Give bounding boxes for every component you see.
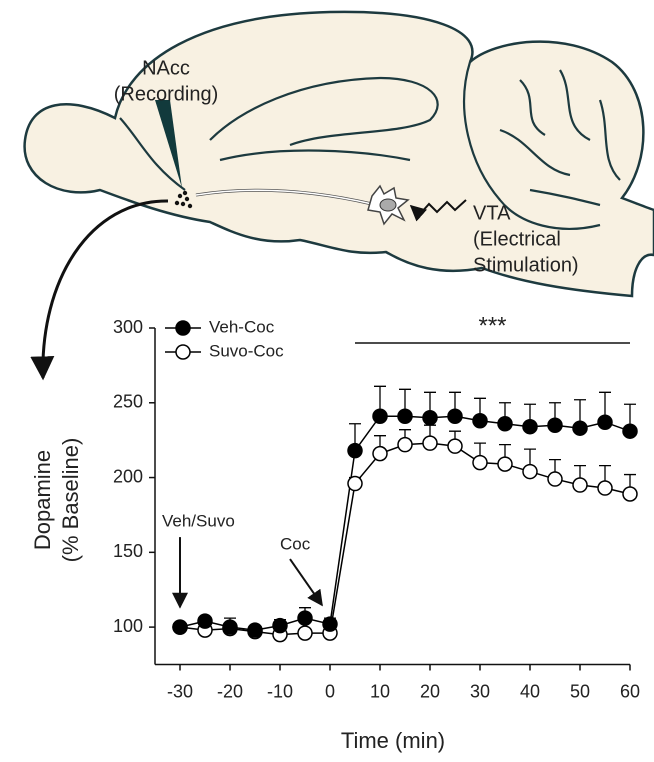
marker: [547, 417, 563, 433]
marker: [347, 442, 363, 459]
significance-label: ***: [478, 312, 506, 339]
marker: [422, 435, 438, 451]
x-tick-label: 10: [370, 681, 390, 701]
legend-marker: [175, 320, 191, 336]
marker: [247, 622, 263, 638]
legend-label: Veh-Coc: [209, 317, 275, 336]
marker: [522, 463, 538, 480]
marker: [297, 625, 313, 641]
marker: [397, 436, 413, 453]
x-tick-label: 30: [470, 681, 490, 701]
chart: Dopamine (% Baseline) Time (min): [30, 438, 445, 753]
marker: [172, 619, 188, 635]
marker: [347, 475, 363, 492]
marker: [597, 414, 613, 430]
diagram-label: VTA: [473, 202, 511, 224]
y-tick-label: 250: [113, 392, 143, 412]
brain-diagram: NAcc (Recording) VTA (Electrical Stimula…: [23, 10, 654, 381]
y-tick-label: 100: [113, 616, 143, 636]
legend-label: Suvo-Coc: [209, 341, 284, 360]
marker: [297, 610, 313, 626]
y-tick-label: 300: [113, 317, 143, 337]
marker: [522, 418, 538, 435]
marker: [597, 480, 613, 496]
marker: [447, 438, 463, 454]
marker: [497, 415, 513, 432]
marker: [322, 616, 338, 632]
diagram-label: Stimulation): [473, 254, 579, 276]
x-tick-label: 50: [570, 681, 590, 701]
marker: [572, 477, 588, 493]
diagram-label: (Recording): [114, 83, 218, 105]
marker: [622, 486, 638, 502]
y-tick-label: 150: [113, 541, 143, 561]
x-tick-label: 0: [325, 681, 335, 701]
marker: [547, 471, 563, 487]
annotation: Veh/Suvo: [162, 512, 235, 531]
marker: [372, 408, 388, 424]
marker: [447, 408, 463, 424]
annotation-arrow: [289, 558, 323, 607]
legend-marker: [175, 344, 191, 360]
x-tick-label: 40: [520, 681, 540, 701]
x-tick-label: -20: [217, 681, 243, 701]
x-tick-label: -30: [167, 681, 193, 701]
marker: [572, 420, 588, 436]
series-line: [179, 442, 631, 636]
marker: [472, 454, 488, 471]
marker: [397, 408, 413, 424]
x-tick-label: 20: [420, 681, 440, 701]
y-tick-label: 200: [113, 466, 143, 486]
y-axis-label: Dopamine: [30, 450, 55, 550]
marker: [497, 456, 513, 472]
marker: [472, 412, 488, 429]
marker: [222, 619, 238, 635]
marker: [372, 445, 388, 462]
marker: [272, 617, 288, 634]
y-axis-label: (% Baseline): [58, 438, 83, 563]
x-tick-label: 60: [620, 681, 640, 701]
diagram-label: (Electrical: [473, 228, 561, 250]
x-axis-label: Time (min): [341, 728, 445, 753]
marker: [422, 409, 438, 426]
x-tick-label: -10: [267, 681, 293, 701]
marker: [197, 613, 213, 629]
diagram-label: NAcc: [142, 57, 190, 79]
annotation: Coc: [280, 535, 311, 554]
marker: [622, 423, 638, 439]
